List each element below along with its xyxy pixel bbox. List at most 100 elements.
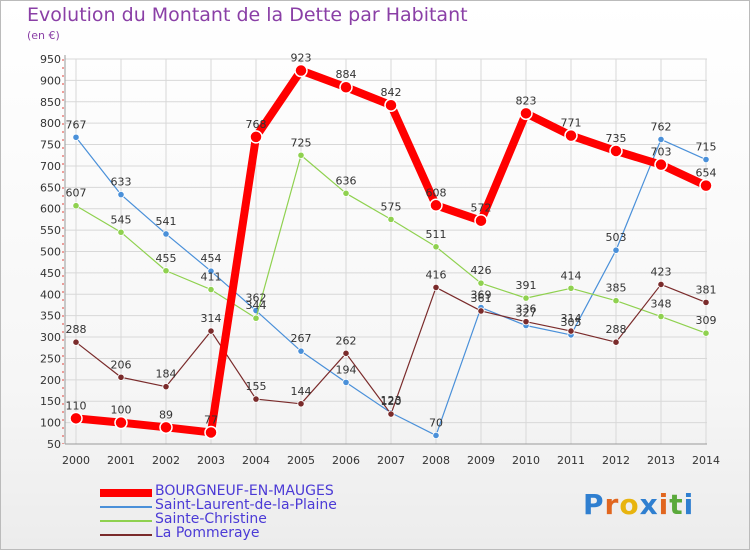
data-label: 381 [696, 283, 717, 296]
data-label: 735 [606, 132, 627, 145]
data-point [342, 378, 350, 386]
proxiti-logo: Proxiti [583, 488, 694, 521]
data-point [297, 151, 305, 159]
data-label: 123 [381, 394, 402, 407]
data-label: 454 [201, 252, 222, 265]
data-label: 923 [291, 52, 312, 65]
data-label: 541 [156, 215, 177, 228]
data-label: 70 [429, 416, 443, 429]
data-label: 503 [606, 231, 627, 244]
y-tick-label: 500 [40, 246, 61, 259]
data-point [474, 213, 488, 228]
y-tick-label: 300 [40, 331, 61, 344]
data-point [654, 157, 668, 172]
logo-letter: t [669, 488, 684, 521]
y-tick-label: 350 [40, 310, 61, 323]
y-tick-label: 550 [40, 224, 61, 237]
x-tick-label: 2014 [692, 454, 720, 467]
data-label: 120 [381, 395, 402, 408]
data-label: 110 [66, 399, 87, 412]
data-label: 155 [246, 380, 267, 393]
logo-letter: P [583, 488, 605, 521]
logo-letter: r [604, 488, 620, 521]
data-point [567, 327, 575, 335]
data-label: 194 [336, 363, 357, 376]
y-tick-label: 400 [40, 288, 61, 301]
data-label: 575 [381, 200, 402, 213]
legend-label: La Pommeraye [155, 525, 260, 541]
data-point [297, 347, 305, 355]
logo-letter: o [619, 488, 640, 521]
x-tick-label: 2009 [467, 454, 495, 467]
x-tick-label: 2013 [647, 454, 675, 467]
legend-swatch [100, 534, 152, 536]
chart-title: Evolution du Montant de la Dette par Hab… [27, 4, 468, 26]
data-label: 771 [561, 117, 582, 130]
data-label: 823 [516, 94, 537, 107]
logo-letter: i [658, 488, 670, 521]
data-label: 411 [201, 271, 222, 284]
data-label: 423 [651, 265, 672, 278]
data-point [477, 307, 485, 315]
y-tick-label: 800 [40, 117, 61, 130]
y-tick-label: 750 [40, 139, 61, 152]
data-label: 267 [291, 332, 312, 345]
data-point [522, 318, 530, 326]
chart-subtitle: (en €) [27, 29, 60, 42]
legend-label: Sainte-Christine [155, 511, 267, 527]
data-point [612, 246, 620, 254]
x-tick-label: 2007 [377, 454, 405, 467]
data-label: 455 [156, 252, 177, 265]
data-label: 654 [696, 167, 717, 180]
y-tick-label: 250 [40, 352, 61, 365]
data-point [207, 285, 215, 294]
data-label: 262 [336, 334, 357, 347]
x-tick-label: 2012 [602, 454, 630, 467]
data-label: 288 [606, 323, 627, 336]
data-point [702, 155, 710, 164]
data-point [432, 283, 440, 292]
data-label: 416 [426, 268, 447, 281]
data-point [117, 228, 125, 236]
data-label: 206 [111, 358, 132, 371]
y-tick-label: 150 [40, 395, 61, 408]
y-tick-label: 50 [47, 438, 61, 451]
data-point [612, 338, 620, 346]
data-point [429, 198, 443, 213]
data-label: 369 [471, 289, 492, 302]
data-label: 636 [336, 174, 357, 187]
data-point [432, 431, 440, 440]
data-label: 361 [471, 292, 492, 305]
data-point [702, 329, 710, 337]
x-tick-label: 2003 [197, 454, 225, 467]
data-point [387, 410, 395, 418]
data-point [159, 420, 173, 435]
data-point [477, 279, 485, 287]
data-point [162, 383, 170, 391]
x-tick-label: 2004 [242, 454, 270, 467]
data-point [117, 191, 125, 199]
x-tick-label: 2006 [332, 454, 360, 467]
y-tick-label: 100 [40, 417, 61, 430]
data-point [297, 400, 305, 408]
data-label: 633 [111, 176, 132, 189]
data-point [114, 415, 128, 430]
data-point [294, 63, 308, 78]
data-label: 100 [111, 404, 132, 417]
x-tick-label: 2010 [512, 454, 540, 467]
data-label: 327 [516, 307, 537, 320]
data-point [252, 395, 260, 403]
data-label: 391 [516, 279, 537, 292]
legend-item: Saint-Laurent-de-la-Plaine [100, 497, 400, 514]
data-label: 511 [426, 228, 447, 241]
y-tick-label: 650 [40, 181, 61, 194]
data-point [249, 130, 263, 144]
data-point [72, 338, 80, 346]
data-label: 768 [246, 118, 267, 131]
y-tick-label: 950 [40, 53, 61, 66]
legend-swatch [100, 506, 152, 508]
data-label: 414 [561, 269, 582, 282]
data-point [387, 215, 395, 224]
data-point [339, 80, 353, 94]
